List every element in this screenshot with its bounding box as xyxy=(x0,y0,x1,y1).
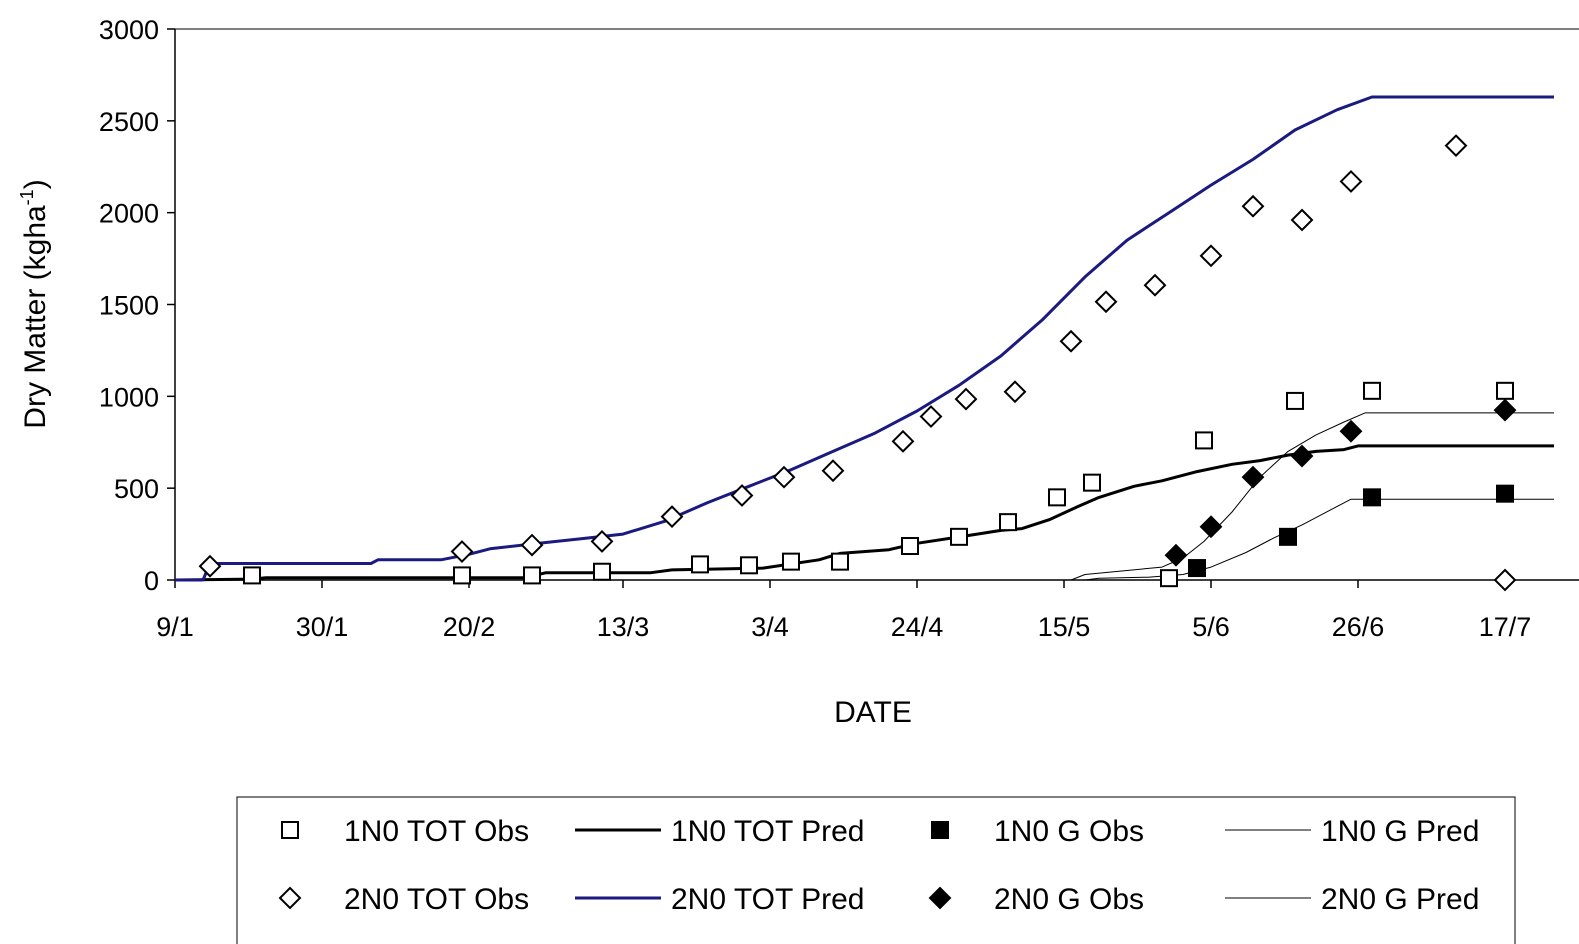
data-point-1n0-tot-obs xyxy=(1160,569,1178,588)
y-tick-label: 3000 xyxy=(99,15,159,45)
x-tick-label: 20/2 xyxy=(443,612,496,642)
series-points-1n0-tot-obs xyxy=(243,381,1514,588)
data-point-1n0-g-obs xyxy=(1363,488,1381,507)
data-point-1n0-tot-obs xyxy=(453,566,471,585)
series-points-1n0-g-obs xyxy=(1188,484,1514,578)
legend-swatch-2n0-g-obs xyxy=(928,886,952,910)
x-tick-label: 13/3 xyxy=(597,612,650,642)
data-point-2n0-tot-obs xyxy=(821,459,845,483)
x-tick-label: 5/6 xyxy=(1192,612,1230,642)
data-point-2n0-tot-obs xyxy=(891,429,915,453)
x-ticks: 9/1 30/1 20/2 13/3 3/4 24/4 15/5 5/6 26/6 17/7 xyxy=(156,580,1531,642)
legend-label-2n0-tot-obs: 2N0 TOT Obs xyxy=(344,883,529,916)
data-point-2n0-tot-obs xyxy=(1444,134,1468,158)
data-point-1n0-tot-obs xyxy=(1363,381,1381,400)
series-lines xyxy=(174,95,1554,582)
y-tick-label: 500 xyxy=(114,474,159,504)
data-point-1n0-tot-obs xyxy=(782,552,800,571)
data-point-1n0-tot-obs xyxy=(1195,431,1213,450)
x-tick-label: 15/5 xyxy=(1038,612,1091,642)
x-tick-label: 3/4 xyxy=(751,612,789,642)
data-point-1n0-tot-obs xyxy=(1286,391,1304,410)
y-tick-label: 2000 xyxy=(99,199,159,229)
x-tick-label: 17/7 xyxy=(1479,612,1532,642)
legend-label-2n0-g-obs: 2N0 G Obs xyxy=(994,883,1144,916)
data-point-2n0-tot-obs xyxy=(660,505,684,529)
y-axis-title-superscript: -1 xyxy=(17,189,37,205)
data-point-2n0-tot-obs xyxy=(730,484,754,507)
data-point-2n0-tot-obs xyxy=(1199,244,1223,268)
data-point-1n0-tot-obs xyxy=(593,562,611,581)
x-tick-label: 9/1 xyxy=(156,612,194,642)
series-line-2n0-g-pred xyxy=(1070,412,1554,581)
data-point-1n0-g-obs xyxy=(1279,527,1297,546)
series-points-2n0-tot-obs xyxy=(198,134,1517,592)
data-point-2n0-tot-obs xyxy=(919,405,943,428)
data-point-2n0-tot-obs xyxy=(590,530,614,553)
y-tick-label: 2500 xyxy=(99,107,159,137)
series-line-2n0-tot-pred xyxy=(175,95,1554,582)
legend-label-1n0-tot-pred: 1N0 TOT Pred xyxy=(671,815,864,848)
data-point-2n0-tot-obs xyxy=(1241,194,1265,218)
y-tick-label: 1000 xyxy=(99,382,159,412)
data-point-1n0-tot-obs xyxy=(1496,381,1514,400)
data-point-1n0-g-obs xyxy=(1188,559,1206,578)
data-point-2n0-tot-obs xyxy=(198,554,222,578)
x-tick-label: 24/4 xyxy=(891,612,944,642)
data-point-2n0-g-obs xyxy=(1241,465,1265,489)
legend-label-1n0-g-pred: 1N0 G Pred xyxy=(1321,815,1479,848)
data-point-2n0-tot-obs xyxy=(1143,273,1167,297)
plot-area: 0 500 1000 1500 2000 2500 3000 9/1 30/1 20/2 13/3… xyxy=(99,15,1579,642)
x-tick-label: 26/6 xyxy=(1332,612,1385,642)
legend-swatch-1n0-tot-obs xyxy=(281,821,299,839)
data-point-2n0-tot-obs xyxy=(1059,329,1083,353)
data-point-2n0-g-obs xyxy=(1339,419,1363,443)
data-point-1n0-tot-obs xyxy=(1048,488,1066,507)
legend-swatch-2n0-tot-obs xyxy=(278,886,302,910)
data-point-1n0-tot-obs xyxy=(831,552,849,571)
data-point-2n0-tot-obs xyxy=(1339,170,1363,193)
data-point-2n0-tot-obs xyxy=(954,387,978,411)
data-point-1n0-tot-obs xyxy=(901,537,919,556)
legend-label-1n0-tot-obs: 1N0 TOT Obs xyxy=(344,815,529,848)
series-points-2n0-g-obs xyxy=(1164,398,1517,567)
data-point-2n0-g-obs xyxy=(1199,515,1223,539)
data-point-1n0-tot-obs xyxy=(523,566,541,585)
data-point-1n0-tot-obs xyxy=(691,555,709,574)
legend-label-2n0-g-pred: 2N0 G Pred xyxy=(1321,883,1479,916)
legend-swatch-1n0-g-obs xyxy=(931,821,949,839)
legend: 1N0 TOT Obs 1N0 TOT Pred 1N0 G Obs 1N0 G Pr… xyxy=(236,796,1516,944)
data-point-1n0-tot-obs xyxy=(740,556,758,575)
data-point-2n0-tot-obs xyxy=(1493,568,1517,592)
data-point-2n0-tot-obs xyxy=(450,540,474,563)
data-point-2n0-tot-obs xyxy=(520,533,544,557)
data-point-1n0-tot-obs xyxy=(1083,473,1101,492)
data-point-1n0-tot-obs xyxy=(243,566,261,585)
data-point-1n0-tot-obs xyxy=(999,513,1017,532)
data-point-1n0-tot-obs xyxy=(950,527,968,546)
data-point-2n0-g-obs xyxy=(1290,444,1314,468)
data-point-1n0-g-obs xyxy=(1496,484,1514,503)
data-point-2n0-tot-obs xyxy=(1094,290,1118,314)
x-axis-title: DATE xyxy=(834,696,912,729)
data-point-2n0-tot-obs xyxy=(772,465,796,489)
y-axis-title-main: Dry Matter (kgha xyxy=(19,205,52,429)
legend-label-1n0-g-obs: 1N0 G Obs xyxy=(994,815,1144,848)
series-markers xyxy=(198,134,1517,592)
x-tick-label: 30/1 xyxy=(296,612,349,642)
data-point-2n0-g-obs xyxy=(1493,398,1517,422)
y-ticks: 0 500 1000 1500 2000 2500 3000 xyxy=(99,15,175,596)
series-line-1n0-g-pred xyxy=(1084,498,1554,581)
legend-label-2n0-tot-pred: 2N0 TOT Pred xyxy=(671,883,864,916)
data-point-2n0-g-obs xyxy=(1164,543,1188,567)
y-axis-title: Dry Matter (kgha-1) xyxy=(17,179,52,428)
data-point-2n0-tot-obs xyxy=(1003,380,1027,404)
y-tick-label: 0 xyxy=(144,566,159,596)
y-tick-label: 1500 xyxy=(99,291,159,321)
y-axis-title-close: ) xyxy=(19,179,52,189)
data-point-2n0-tot-obs xyxy=(1290,208,1314,232)
legend-box xyxy=(236,796,1516,944)
